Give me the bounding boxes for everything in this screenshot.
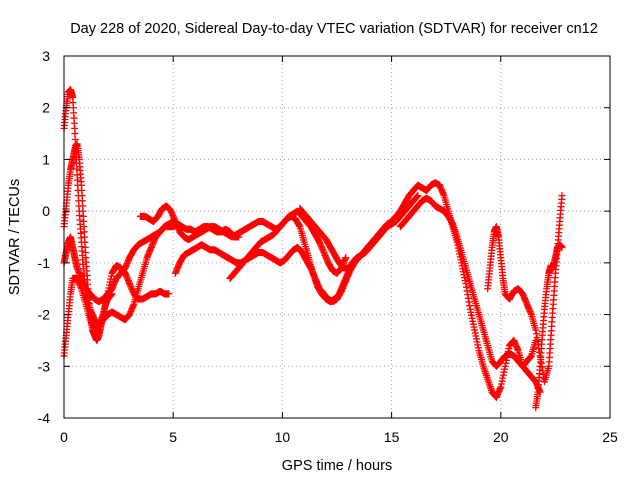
- y-tick-label: 2: [42, 100, 50, 116]
- data-point-marker: [342, 254, 350, 262]
- y-tick-label: -2: [38, 307, 51, 323]
- x-axis-label: GPS time / hours: [282, 458, 392, 474]
- y-tick-label: 0: [42, 203, 50, 219]
- series-track-7: [226, 192, 422, 306]
- x-tick-label: 25: [602, 429, 618, 445]
- data-points-layer: [60, 86, 566, 412]
- data-point-marker: [558, 243, 566, 251]
- y-tick-label: -3: [38, 358, 51, 374]
- y-tick-label: 3: [42, 48, 50, 64]
- data-point-marker: [558, 192, 566, 200]
- y-tick-label: 1: [42, 151, 50, 167]
- data-point-marker: [414, 192, 422, 200]
- y-tick-label: -1: [38, 255, 51, 271]
- axis-ticks: 0 5 10 15 20 25 -4 -3 -2 -1 0 1 2 3: [38, 48, 618, 445]
- x-tick-label: 20: [493, 429, 509, 445]
- x-tick-label: 0: [60, 429, 68, 445]
- x-tick-label: 15: [384, 429, 400, 445]
- data-point-marker: [165, 290, 173, 298]
- data-point-marker: [71, 130, 79, 138]
- series-track-9: [396, 194, 540, 370]
- chart-title: Day 228 of 2020, Sidereal Day-to-day VTE…: [70, 21, 598, 37]
- data-point-marker: [71, 135, 79, 143]
- x-tick-label: 10: [275, 429, 291, 445]
- series-track-11: [532, 241, 566, 412]
- y-tick-label: -4: [38, 410, 51, 426]
- series-track-4: [60, 217, 177, 306]
- y-axis-label: SDTVAR / TECUs: [7, 179, 23, 295]
- plot-frame: [63, 55, 611, 419]
- x-tick-label: 5: [169, 429, 177, 445]
